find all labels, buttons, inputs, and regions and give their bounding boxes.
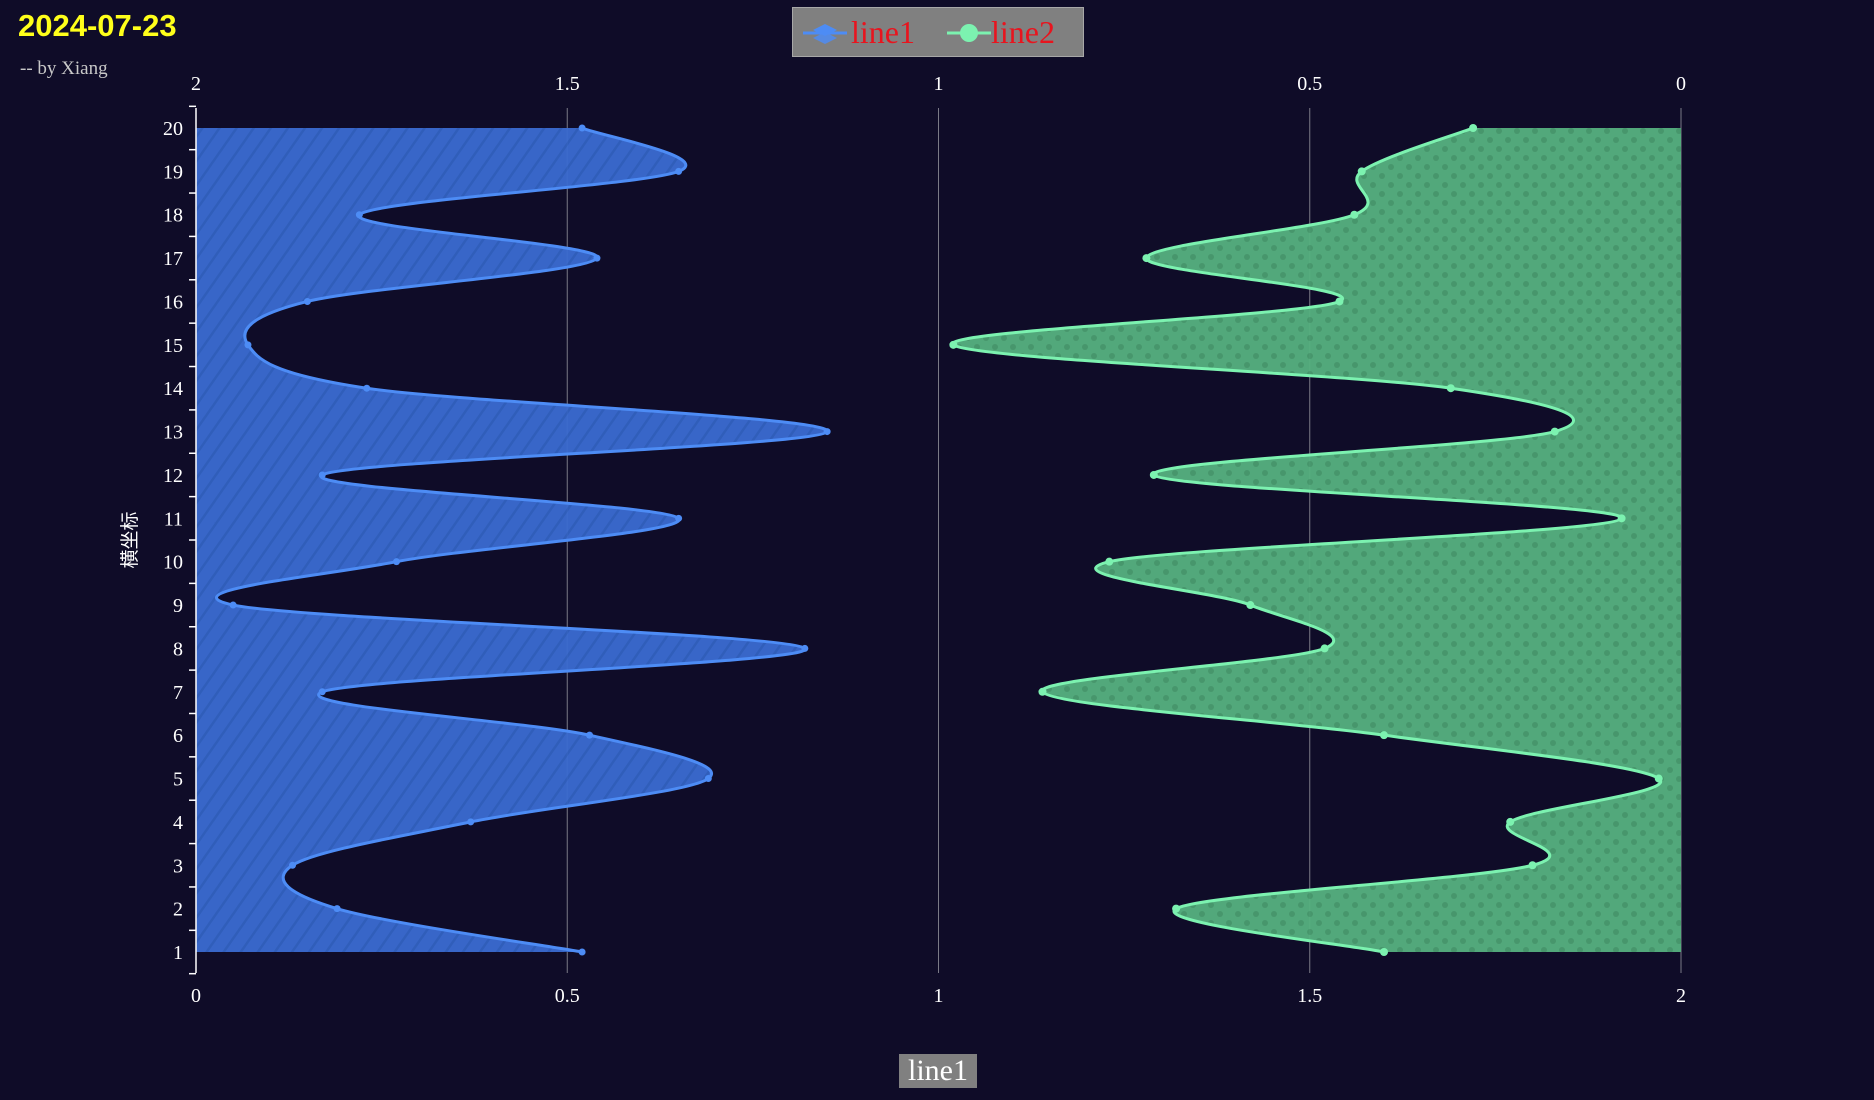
data-point-line2[interactable] <box>949 340 958 349</box>
y-tick-label: 9 <box>173 595 183 617</box>
legend-label-line1: line1 <box>851 14 915 50</box>
y-tick-label: 7 <box>173 682 183 704</box>
y-tick-label: 10 <box>163 552 183 574</box>
data-point-line1[interactable] <box>244 341 252 349</box>
data-point-line2[interactable] <box>1357 167 1366 176</box>
data-point-line2[interactable] <box>1320 644 1329 653</box>
y-tick-label: 14 <box>163 378 183 400</box>
data-points <box>229 124 1663 956</box>
data-point-line2[interactable] <box>1506 817 1515 826</box>
diamond-stack-icon <box>803 24 847 44</box>
legend-label-line2: line2 <box>991 14 1055 50</box>
data-point-line1[interactable] <box>318 688 326 696</box>
x-axis-title: line1 <box>899 1054 977 1088</box>
data-point-line1[interactable] <box>578 124 586 132</box>
data-point-line2[interactable] <box>1142 254 1151 263</box>
y-tick-label: 5 <box>173 769 183 791</box>
legend-item-line2[interactable]: line2 <box>945 8 1081 58</box>
data-point-line2[interactable] <box>1380 948 1388 956</box>
y-axis-title: 横坐标 <box>119 511 141 568</box>
y-tick-label: 4 <box>173 812 183 834</box>
data-point-line1[interactable] <box>704 775 712 783</box>
area-line2 <box>952 128 1681 952</box>
data-point-line2[interactable] <box>1528 861 1537 870</box>
data-point-line1[interactable] <box>289 861 297 869</box>
data-point-line1[interactable] <box>675 167 683 175</box>
data-point-line2[interactable] <box>1617 514 1626 523</box>
x-bottom-tick-label: 0.5 <box>555 985 580 1007</box>
data-point-line1[interactable] <box>303 297 311 305</box>
data-point-line2[interactable] <box>1149 470 1158 479</box>
x-top-tick-label: 1.5 <box>555 73 580 95</box>
data-point-line2[interactable] <box>1380 731 1388 740</box>
y-tick-label: 8 <box>173 638 183 660</box>
x-bottom-tick-label: 0 <box>191 985 201 1007</box>
circle-marker-icon <box>947 24 991 42</box>
data-point-line2[interactable] <box>1469 124 1478 132</box>
data-point-line2[interactable] <box>1335 297 1344 306</box>
data-point-line2[interactable] <box>1246 601 1255 610</box>
data-point-line1[interactable] <box>675 514 683 522</box>
data-point-line1[interactable] <box>318 471 326 479</box>
data-point-line1[interactable] <box>823 428 831 436</box>
chart-title: 2024-07-23 <box>18 8 177 43</box>
data-point-line2[interactable] <box>1350 210 1359 219</box>
y-tick-label: 6 <box>173 725 183 747</box>
y-tick-label: 20 <box>163 118 183 140</box>
x-top-tick-label: 0.5 <box>1297 73 1322 95</box>
y-tick-label: 17 <box>163 248 183 270</box>
series-areas <box>196 128 1681 952</box>
y-tick-label: 19 <box>163 161 183 183</box>
y-tick-label: 16 <box>163 291 183 313</box>
data-point-line1[interactable] <box>355 211 363 219</box>
data-point-line2[interactable] <box>1550 427 1559 436</box>
y-tick-label: 1 <box>173 942 183 964</box>
x-top-tick-label: 1 <box>934 73 944 95</box>
data-point-line1[interactable] <box>333 905 341 913</box>
x-bottom-tick-label: 1.5 <box>1297 985 1322 1007</box>
chart-subtitle: -- by Xiang <box>20 58 108 79</box>
y-tick-label: 3 <box>173 855 183 877</box>
data-point-line1[interactable] <box>229 601 237 609</box>
data-point-line1[interactable] <box>586 731 594 739</box>
series-line-line1[interactable] <box>214 126 829 954</box>
x-bottom-tick-label: 2 <box>1676 985 1686 1007</box>
y-tick-label: 2 <box>173 899 183 921</box>
data-point-line1[interactable] <box>467 818 475 826</box>
legend-item-line1[interactable]: line1 <box>801 8 941 58</box>
area-line1 <box>196 128 828 952</box>
y-tick-label: 12 <box>163 465 183 487</box>
data-point-line1[interactable] <box>593 254 601 262</box>
data-point-line2[interactable] <box>1654 774 1663 783</box>
data-point-line2[interactable] <box>1038 687 1047 696</box>
y-tick-label: 11 <box>164 508 183 530</box>
data-point-line2[interactable] <box>1446 384 1455 393</box>
x-top-tick-label: 0 <box>1676 73 1686 95</box>
data-point-line2[interactable] <box>1172 904 1181 913</box>
y-tick-label: 15 <box>163 335 183 357</box>
y-tick-label: 18 <box>163 205 183 227</box>
data-point-line1[interactable] <box>578 948 586 956</box>
data-point-line1[interactable] <box>392 558 400 566</box>
legend: line1 line2 <box>792 7 1084 57</box>
y-tick-label: 13 <box>163 422 183 444</box>
data-point-line2[interactable] <box>1105 557 1114 566</box>
data-point-line1[interactable] <box>801 644 809 652</box>
x-bottom-tick-label: 1 <box>934 985 944 1007</box>
data-point-line1[interactable] <box>363 384 371 392</box>
x-top-tick-label: 2 <box>191 73 201 95</box>
